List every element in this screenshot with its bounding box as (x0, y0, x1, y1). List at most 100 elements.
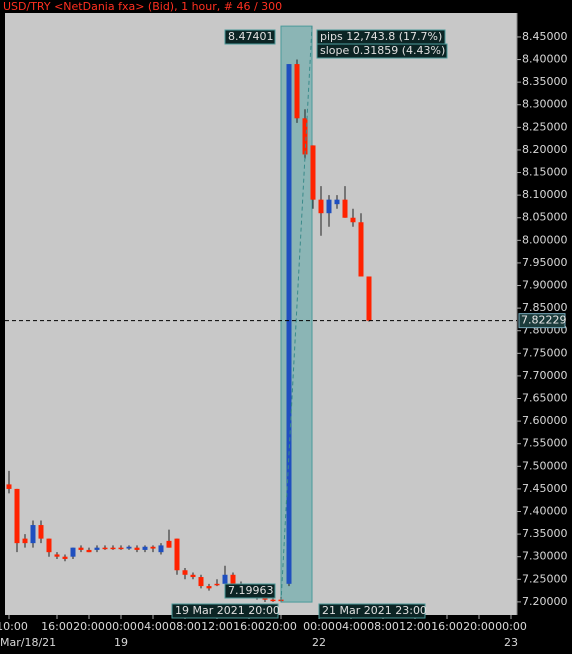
candle-body (182, 570, 188, 575)
chart-title: USD/TRY <NetDania fxa> (Bid), 1 hour, # … (3, 0, 282, 13)
x-tick-label: 08:00 (169, 620, 201, 633)
current-price-box (518, 313, 566, 329)
y-tick-label: 8.15000 (522, 166, 568, 179)
x-date-label: 19 (114, 636, 128, 649)
candle-body (22, 538, 28, 544)
candle-body (358, 222, 364, 277)
measure-high-label: 8.47401 (228, 30, 274, 43)
candle-body (78, 547, 84, 550)
x-tick-label: 00:00 (105, 620, 137, 633)
y-tick-label: 7.65000 (522, 392, 568, 405)
y-tick-label: 7.30000 (522, 550, 568, 563)
y-tick-label: 7.70000 (522, 369, 568, 382)
x-tick-label: 04:00 (137, 620, 169, 633)
candle-body (270, 599, 276, 602)
measure-low-label: 7.19963 (228, 584, 274, 597)
candle-body (262, 597, 268, 600)
candle-body (38, 525, 44, 539)
candle-body (70, 547, 76, 557)
measure-slope (280, 26, 313, 603)
measure-end-label: 21 Mar 2021 23:00 (322, 604, 427, 617)
y-tick-label: 7.90000 (522, 279, 568, 292)
candle-body (366, 276, 372, 321)
candle-body (150, 546, 156, 549)
y-tick-label: 8.05000 (522, 211, 568, 224)
y-tick-label: 7.95000 (522, 256, 568, 269)
y-tick-label: 7.25000 (522, 572, 568, 585)
candle-body (14, 488, 20, 544)
candle-body (334, 199, 340, 205)
y-tick-label: 7.85000 (522, 301, 568, 314)
y-tick-label: 8.40000 (522, 53, 568, 66)
measure-end-label-box (318, 603, 426, 619)
candle-body (214, 583, 220, 586)
measure-high-label-box (224, 29, 276, 45)
candle-body (30, 525, 36, 544)
candle-body (134, 547, 140, 550)
x-tick-label: 16:00 (431, 620, 463, 633)
y-tick-label: 8.35000 (522, 75, 568, 88)
candle-body (198, 577, 204, 587)
measure-low-label-box (224, 583, 276, 599)
x-tick-label: 16:00 (233, 620, 265, 633)
x-tick-label: 20:00 (73, 620, 105, 633)
x-date-label: Mar/18/21 (0, 636, 56, 649)
candle-body (190, 574, 196, 578)
candle-body (158, 545, 164, 553)
measure-slope-label-box (316, 43, 448, 59)
x-tick-label: 00:00 (495, 620, 527, 633)
x-tick-label: 12:00 (399, 620, 431, 633)
candle-body (46, 538, 52, 553)
y-tick-label: 7.75000 (522, 346, 568, 359)
candle-body (222, 574, 228, 584)
candle-body (142, 546, 148, 550)
candle-body (206, 586, 212, 589)
candle-body (318, 199, 324, 214)
candle-body (326, 199, 332, 214)
x-tick-label: 16:00 (41, 620, 73, 633)
candle-body (310, 145, 316, 200)
candle-body (230, 574, 236, 584)
current-price-label: 7.82229 (521, 314, 567, 327)
y-tick-label: 8.20000 (522, 143, 568, 156)
y-tick-label: 8.00000 (522, 233, 568, 246)
measure-start-label: 19 Mar 2021 20:00 (175, 604, 280, 617)
candle-body (102, 547, 108, 550)
y-tick-label: 7.20000 (522, 595, 568, 608)
candle-body (86, 549, 92, 553)
y-tick-label: 7.60000 (522, 414, 568, 427)
y-tick-label: 7.40000 (522, 505, 568, 518)
candle-body (110, 547, 116, 550)
candle-body (94, 547, 100, 550)
candle-body (294, 64, 300, 119)
x-date-label: 23 (504, 636, 518, 649)
x-tick-label: 12:00 (201, 620, 233, 633)
candle-body (54, 554, 60, 557)
y-tick-label: 8.30000 (522, 98, 568, 111)
x-tick-label: 20:00 (265, 620, 297, 633)
x-tick-label: 10:00 (0, 620, 28, 633)
y-tick-label: 7.35000 (522, 527, 568, 540)
y-tick-label: 7.45000 (522, 482, 568, 495)
candle-body (166, 540, 172, 548)
measure-pips-label: pips 12,743.8 (17.7%) (320, 30, 442, 43)
y-tick-label: 8.10000 (522, 188, 568, 201)
candle-body (342, 199, 348, 218)
plot-area (5, 13, 517, 615)
measure-start-label-box (171, 603, 279, 619)
x-tick-label: 00:00 (303, 620, 335, 633)
x-tick-label: 04:00 (335, 620, 367, 633)
y-tick-label: 7.50000 (522, 459, 568, 472)
candle-body (118, 547, 124, 550)
y-tick-label: 8.45000 (522, 30, 568, 43)
candle-body (302, 118, 308, 155)
y-tick-label: 7.55000 (522, 437, 568, 450)
measure-slope-label: slope 0.31859 (4.43%) (320, 44, 445, 57)
candle-body (126, 546, 132, 549)
candle-body (286, 64, 292, 584)
x-date-label: 22 (312, 636, 326, 649)
x-tick-label: 20:00 (463, 620, 495, 633)
candle-body (350, 217, 356, 223)
candle-body (6, 484, 12, 489)
